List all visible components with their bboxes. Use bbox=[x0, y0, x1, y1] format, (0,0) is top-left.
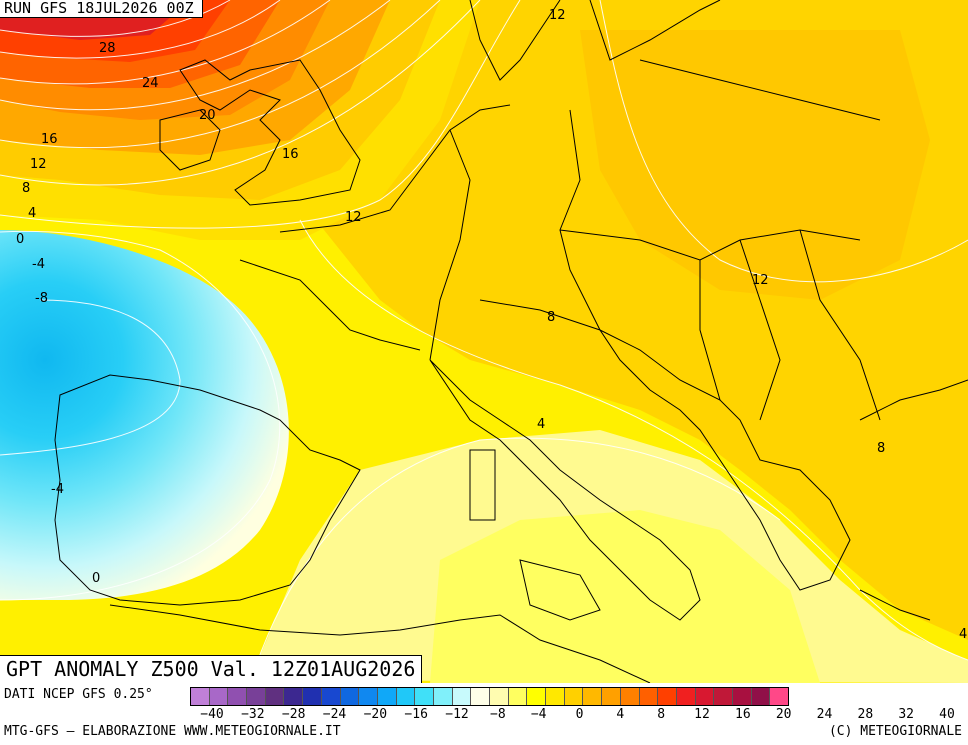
color-scale-swatch bbox=[321, 688, 341, 705]
color-scale-swatch bbox=[602, 688, 621, 705]
color-scale-swatch bbox=[340, 688, 360, 705]
color-scale-swatch bbox=[564, 688, 584, 705]
color-scale-swatch bbox=[471, 688, 490, 705]
color-scale-swatch bbox=[284, 688, 304, 705]
color-scale-tick: 4 bbox=[616, 707, 625, 722]
run-label: RUN GFS 18JUL2026 00Z bbox=[0, 0, 203, 18]
footer: DATI NCEP GFS 0.25° −40 −32 −28 −24 −20 −16 −1… bbox=[0, 683, 968, 745]
color-scale-tick: 12 bbox=[694, 707, 710, 722]
color-scale-tick: −32 bbox=[241, 707, 265, 722]
anomaly-map: 12 28 24 20 16 12 8 4 0 -4 -8 16 12 8 12… bbox=[0, 0, 968, 683]
color-scale-tick: −40 bbox=[200, 707, 224, 722]
color-scale-swatch bbox=[583, 688, 603, 705]
contour-label: 0 bbox=[92, 571, 100, 586]
color-scale-swatch bbox=[508, 688, 528, 705]
credits-right: (C) METEOGIORNALE bbox=[828, 724, 962, 739]
color-scale bbox=[190, 687, 789, 706]
color-scale-swatch bbox=[359, 688, 378, 705]
contour-label: 8 bbox=[547, 310, 555, 325]
color-scale-swatch bbox=[714, 688, 733, 705]
color-scale-tick: 8 bbox=[657, 707, 666, 722]
color-scale-swatch bbox=[228, 688, 248, 705]
color-scale-swatch bbox=[676, 688, 696, 705]
color-scale-swatch bbox=[695, 688, 715, 705]
data-source: DATI NCEP GFS 0.25° bbox=[4, 687, 153, 702]
map-title: GPT ANOMALY Z500 Val. 12Z01AUG2026 bbox=[0, 655, 423, 684]
contour-label: -8 bbox=[35, 291, 48, 306]
color-scale-tick: 28 bbox=[857, 707, 874, 722]
color-scale-tick: −20 bbox=[363, 707, 388, 722]
contour-label: 12 bbox=[30, 157, 47, 172]
color-scale-swatch bbox=[191, 688, 210, 705]
contour-label: 28 bbox=[99, 41, 116, 56]
color-scale-swatch bbox=[452, 688, 472, 705]
color-scale-swatch bbox=[396, 688, 416, 705]
color-scale-tick: 40 bbox=[939, 707, 955, 722]
contour-label: -4 bbox=[32, 257, 45, 272]
contour-label: 12 bbox=[752, 273, 769, 288]
color-scale-swatch bbox=[209, 688, 229, 705]
color-scale-tick: −4 bbox=[530, 707, 547, 722]
contour-label: 16 bbox=[282, 147, 299, 162]
color-scale-swatch bbox=[303, 688, 322, 705]
contour-label: 4 bbox=[959, 627, 967, 642]
contour-label: 12 bbox=[345, 210, 362, 225]
color-scale-swatch bbox=[658, 688, 677, 705]
credits-left: MTG-GFS – ELABORAZIONE WWW.METEOGIORNALE… bbox=[4, 724, 341, 739]
color-scale-tick: 32 bbox=[898, 707, 914, 722]
color-scale-swatch bbox=[490, 688, 509, 705]
field-pale-core bbox=[430, 510, 820, 683]
contour-label: 4 bbox=[537, 417, 545, 432]
color-scale-swatch bbox=[247, 688, 266, 705]
color-scale-swatch bbox=[415, 688, 434, 705]
contour-label: 12 bbox=[549, 8, 566, 23]
contour-label: 16 bbox=[41, 132, 58, 147]
color-scale-swatch bbox=[770, 688, 788, 705]
color-scale-ticks: −40 −32 −28 −24 −20 −16 −12 −8 −4 0 4 8 12 16 20 24 28 32… bbox=[190, 707, 968, 723]
field-cold-pool bbox=[0, 230, 289, 600]
contour-label: 20 bbox=[199, 108, 216, 123]
contour-labels: 12 28 24 20 16 12 8 4 0 -4 -8 16 12 8 12… bbox=[16, 8, 967, 642]
contour-lines bbox=[0, 0, 968, 683]
color-scale-swatch bbox=[377, 688, 397, 705]
contour-label: 8 bbox=[22, 181, 30, 196]
coastlines bbox=[54, 0, 968, 683]
color-scale-swatch bbox=[639, 688, 659, 705]
color-scale-swatch bbox=[751, 688, 771, 705]
color-scale-tick: 0 bbox=[575, 707, 584, 722]
field-ridge-core bbox=[580, 30, 930, 300]
color-scale-tick: −8 bbox=[490, 707, 506, 722]
color-scale-swatch bbox=[546, 688, 565, 705]
color-scale-tick: −16 bbox=[404, 707, 428, 722]
color-scale-swatch bbox=[620, 688, 640, 705]
color-scale-swatch bbox=[433, 688, 453, 705]
color-scale-tick: −12 bbox=[445, 707, 469, 722]
color-scale-swatch bbox=[732, 688, 752, 705]
contour-label: 24 bbox=[142, 76, 159, 91]
color-scale-tick: −28 bbox=[281, 707, 306, 722]
color-scale-tick: 16 bbox=[735, 707, 751, 722]
contour-label: -4 bbox=[51, 482, 64, 497]
color-scale-swatch bbox=[527, 688, 547, 705]
contour-label: 8 bbox=[877, 441, 885, 456]
contour-label: 0 bbox=[16, 232, 24, 247]
color-scale-tick: 20 bbox=[775, 707, 792, 722]
color-scale-tick: −24 bbox=[322, 707, 347, 722]
color-scale-tick: 24 bbox=[816, 707, 833, 722]
contour-label: 4 bbox=[28, 206, 36, 221]
color-scale-swatch bbox=[265, 688, 285, 705]
